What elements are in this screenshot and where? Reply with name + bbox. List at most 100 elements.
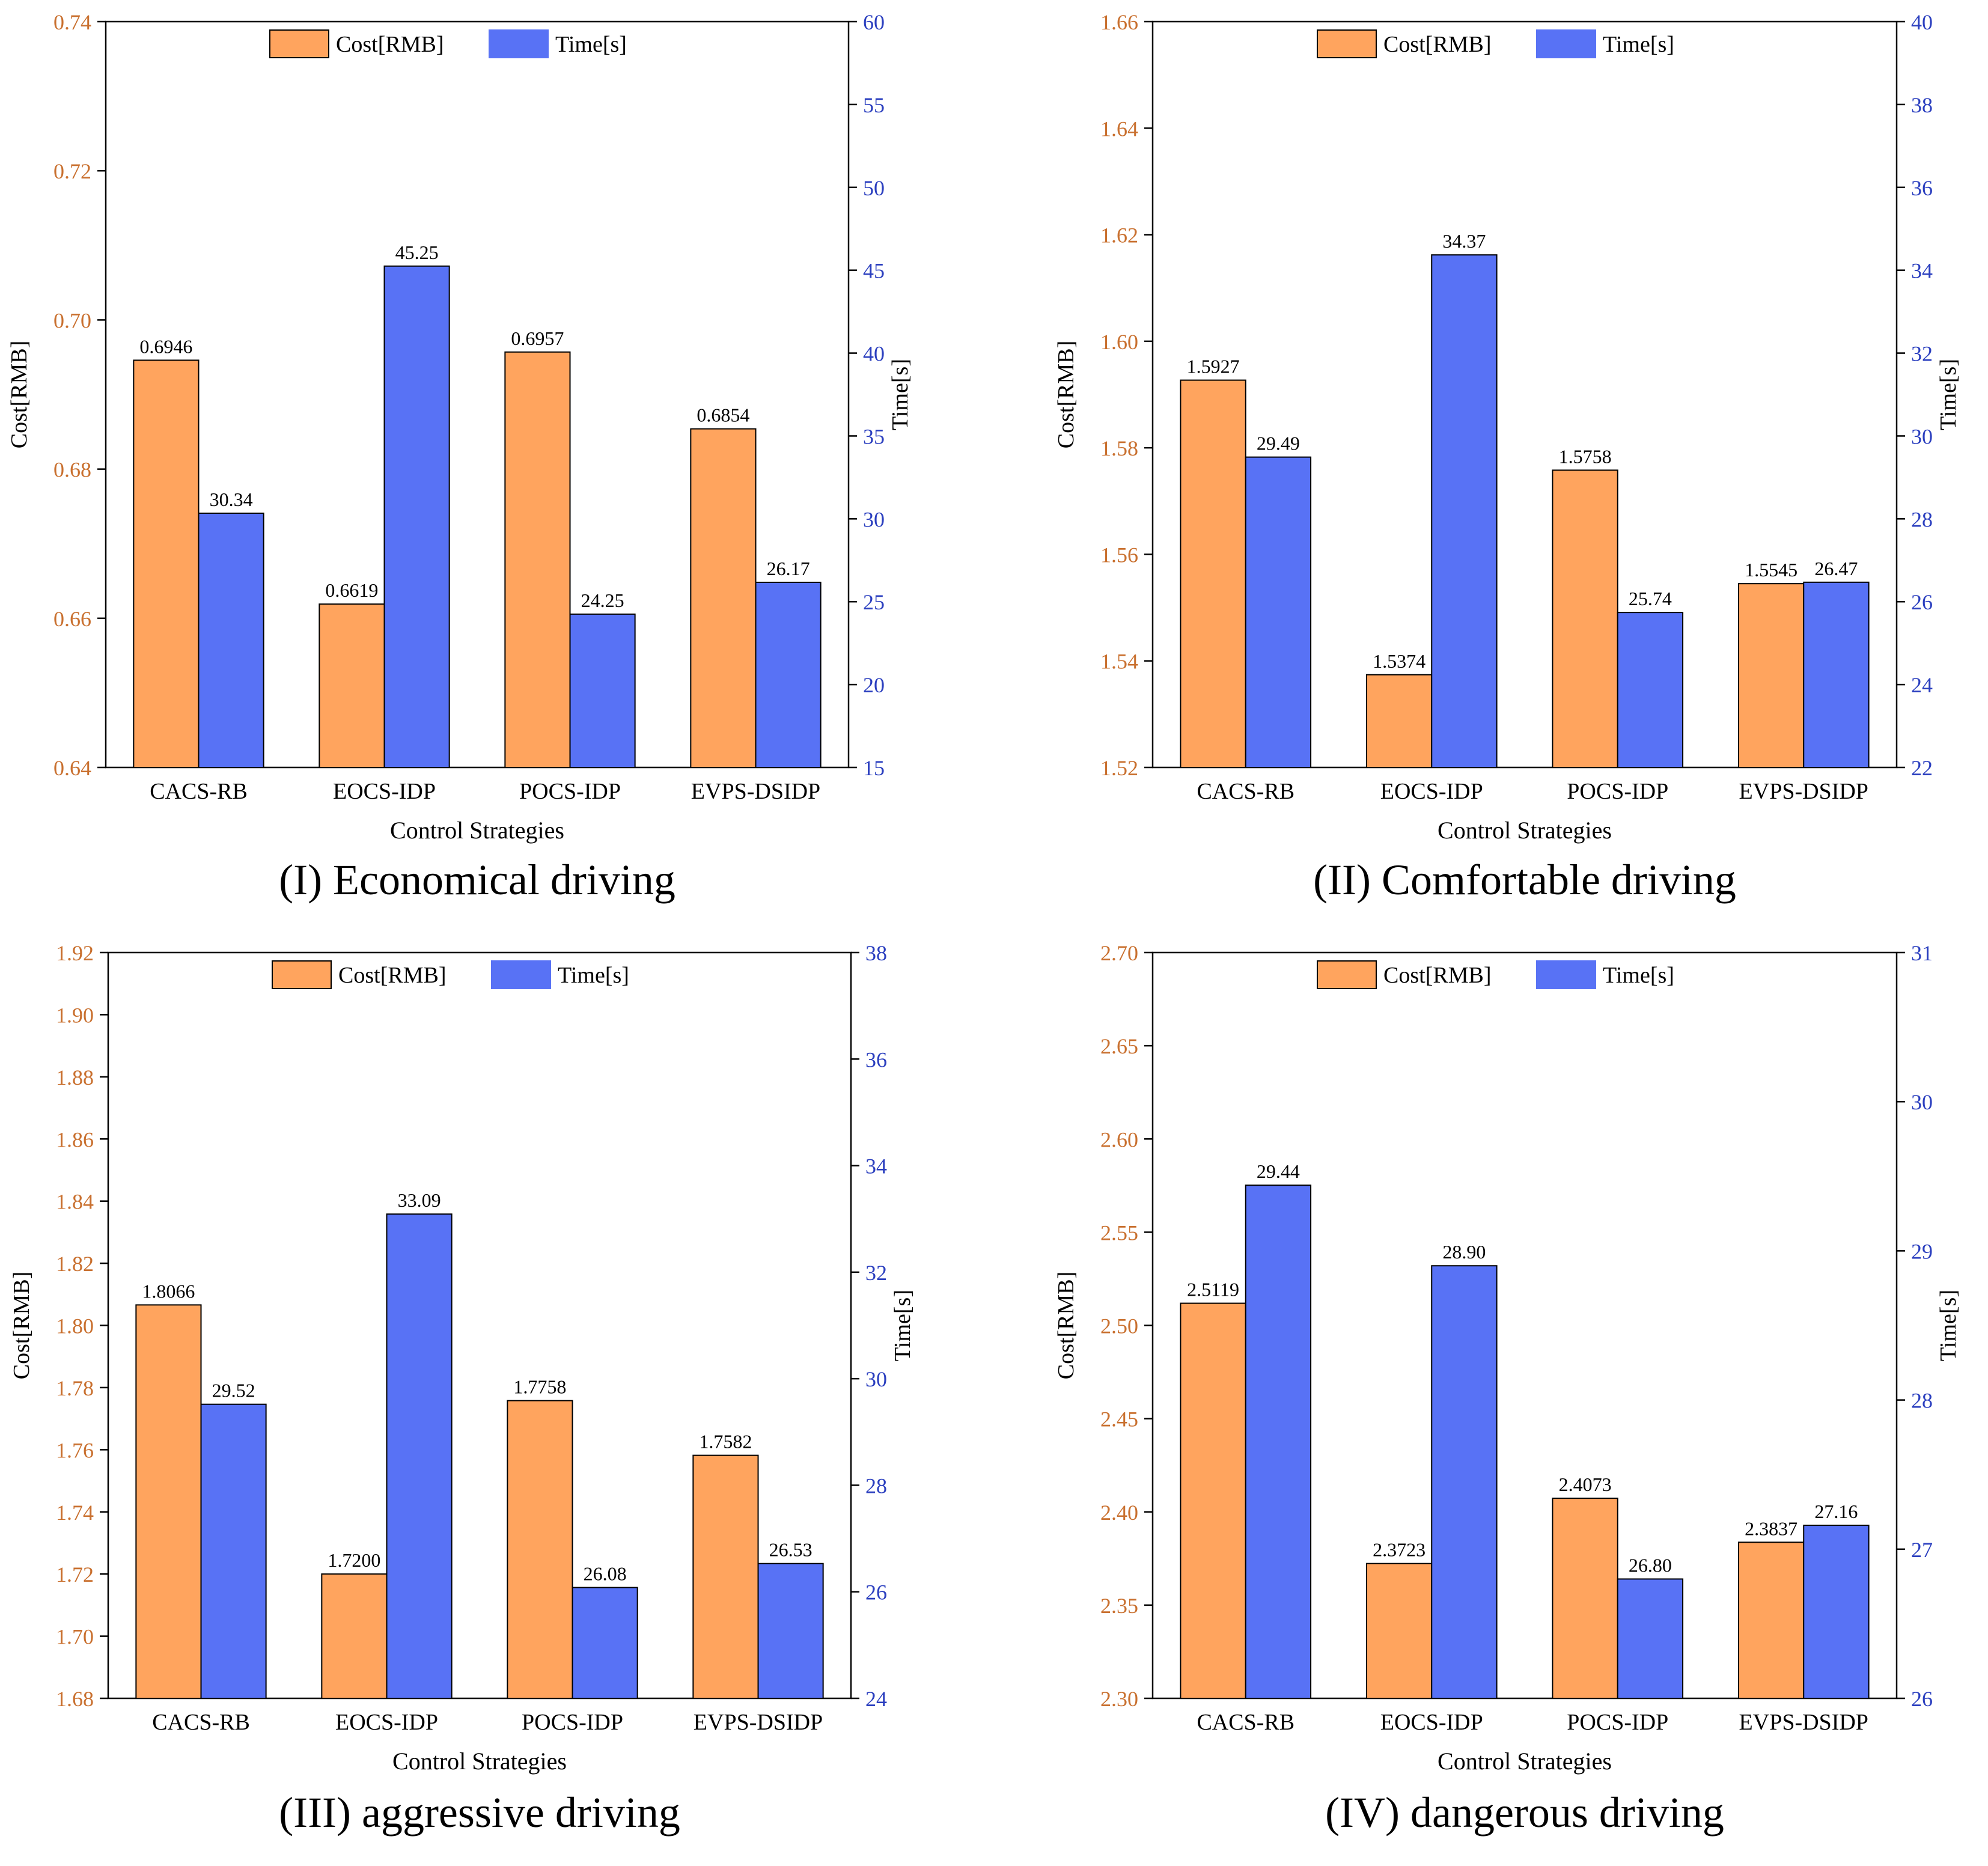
- left-axis-title: Cost[RMB]: [1053, 1272, 1079, 1379]
- data-label-cost: 2.4073: [1559, 1474, 1612, 1495]
- left-axis-tick-label: 1.72: [56, 1563, 94, 1587]
- data-label-cost: 0.6619: [325, 579, 378, 601]
- bar-time-cacs-rb: [198, 512, 264, 769]
- legend-cost-swatch: [1317, 960, 1377, 989]
- right-axis-tick-label: 24: [865, 1687, 887, 1711]
- data-label-time: 27.16: [1814, 1501, 1858, 1522]
- right-axis-title: Time[s]: [1936, 1290, 1961, 1361]
- data-label-cost: 1.8066: [142, 1280, 195, 1302]
- bar-cost-cacs-rb: [1180, 1302, 1246, 1700]
- data-label-cost: 1.5545: [1745, 559, 1797, 581]
- left-axis-tick-label: 1.60: [1100, 330, 1138, 354]
- left-axis-tick-label: 0.64: [53, 756, 91, 780]
- data-label-time: 26.08: [584, 1563, 627, 1585]
- left-axis-tick-label: 2.35: [1100, 1594, 1138, 1618]
- data-label-time: 30.34: [210, 489, 253, 510]
- bar-time-evps-dsidp: [757, 1563, 824, 1700]
- panel-caption: (IV) dangerous driving: [1325, 1788, 1724, 1837]
- left-axis-tick-label: 2.40: [1100, 1501, 1138, 1525]
- right-axis-tick-label: 34: [1911, 259, 1933, 283]
- legend-cost-swatch: [272, 960, 332, 989]
- right-axis-tick-label: 24: [1911, 673, 1933, 697]
- data-label-time: 25.74: [1629, 588, 1672, 609]
- bar-time-pocs-idp: [1617, 1578, 1684, 1699]
- chart-panel-2: 1.52 1.54 1.56 1.58 1.60 1.62 1.64 1.66 22 24 26 28…: [1053, 10, 1961, 904]
- data-label-time: 29.49: [1257, 433, 1300, 454]
- right-axis-tick-label: 26: [865, 1581, 887, 1605]
- right-axis-tick-label: 29: [1911, 1239, 1933, 1263]
- bar-time-eocs-idp: [1431, 1265, 1498, 1699]
- left-axis-tick-label: 0.66: [53, 607, 91, 631]
- left-axis-tick-label: 1.74: [56, 1501, 94, 1525]
- bar-cost-eocs-idp: [1365, 674, 1433, 769]
- left-axis-tick-label: 0.70: [53, 308, 91, 332]
- left-axis-tick-label: 1.76: [56, 1438, 94, 1462]
- right-axis-title: Time[s]: [890, 1290, 915, 1361]
- legend-cost-label: Cost[RMB]: [1383, 32, 1491, 57]
- left-axis-tick-label: 0.74: [53, 10, 91, 34]
- right-axis-tick-label: 60: [863, 10, 885, 34]
- right-axis-tick-label: 25: [863, 590, 885, 614]
- left-axis-tick-label: 2.45: [1100, 1407, 1138, 1432]
- x-tick-label: EVPS-DSIDP: [1739, 779, 1868, 804]
- left-axis-title: Cost[RMB]: [9, 1272, 34, 1379]
- data-label-time: 24.25: [581, 590, 624, 611]
- legend-time-label: Time[s]: [1603, 963, 1674, 988]
- legend-cost-swatch: [269, 29, 329, 58]
- data-label-cost: 1.7758: [513, 1376, 566, 1398]
- right-axis-tick-label: 34: [865, 1154, 887, 1178]
- left-axis-tick-label: 1.64: [1100, 117, 1138, 141]
- left-axis-tick-label: 2.50: [1100, 1314, 1138, 1338]
- right-axis-tick-label: 15: [863, 756, 885, 780]
- bar-time-eocs-idp: [383, 265, 450, 768]
- legend-time-swatch: [489, 29, 549, 58]
- legend-time-swatch: [1536, 29, 1596, 58]
- right-axis-tick-label: 30: [1911, 424, 1933, 448]
- data-label-time: 29.44: [1257, 1160, 1300, 1182]
- plot-frame: [1151, 20, 1898, 769]
- data-label-time: 26.53: [769, 1539, 813, 1561]
- bar-time-cacs-rb: [1245, 456, 1312, 768]
- x-tick-label: CACS-RB: [150, 779, 248, 804]
- right-axis-tick-label: 30: [863, 507, 885, 531]
- legend-time-label: Time[s]: [558, 963, 629, 988]
- legend-cost-swatch: [1317, 29, 1377, 58]
- left-axis-tick-label: 1.88: [56, 1066, 94, 1090]
- bar-cost-pocs-idp: [1552, 1498, 1618, 1700]
- data-label-cost: 0.6946: [139, 335, 192, 357]
- right-axis-tick-label: 31: [1911, 941, 1933, 965]
- left-axis-tick-label: 1.58: [1100, 436, 1138, 460]
- x-tick-label: EOCS-IDP: [333, 779, 436, 804]
- x-tick-label: EVPS-DSIDP: [1739, 1710, 1868, 1735]
- bar-cost-evps-dsidp: [1737, 583, 1805, 768]
- data-label-time: 26.80: [1629, 1554, 1672, 1576]
- data-label-time: 28.90: [1442, 1241, 1486, 1263]
- bar-time-evps-dsidp: [1803, 1525, 1870, 1699]
- left-axis-tick-label: 2.70: [1100, 941, 1138, 965]
- chart-panel-3: 1.68 1.70 1.72 1.74 1.76 1.78 1.80 1.82 1.84 1.86…: [9, 941, 915, 1837]
- x-tick-label: EVPS-DSIDP: [691, 779, 820, 804]
- right-axis-tick-label: 20: [863, 673, 885, 697]
- right-axis-tick-label: 28: [1911, 1389, 1933, 1413]
- x-tick-label: CACS-RB: [1197, 1710, 1294, 1735]
- data-label-time: 34.37: [1442, 230, 1486, 252]
- panel-caption: (II) Comfortable driving: [1313, 856, 1736, 904]
- panel-caption: (III) aggressive driving: [279, 1788, 680, 1837]
- left-axis-tick-label: 0.72: [53, 159, 91, 183]
- left-axis-tick-label: 1.82: [56, 1252, 94, 1276]
- right-axis-tick-label: 40: [1911, 10, 1933, 34]
- left-axis-tick-label: 1.52: [1100, 756, 1138, 780]
- data-label-cost: 2.5119: [1187, 1279, 1239, 1300]
- data-label-cost: 1.5758: [1559, 445, 1612, 467]
- bar-cost-cacs-rb: [133, 359, 200, 768]
- bar-time-cacs-rb: [1245, 1185, 1312, 1699]
- x-tick-label: EOCS-IDP: [1380, 779, 1483, 804]
- legend-cost-label: Cost[RMB]: [338, 963, 446, 988]
- right-axis-tick-label: 55: [863, 93, 885, 117]
- data-label-cost: 0.6854: [697, 404, 749, 426]
- x-tick-label: POCS-IDP: [1567, 779, 1668, 804]
- data-label-time: 26.47: [1814, 558, 1858, 579]
- x-tick-label: EVPS-DSIDP: [694, 1710, 823, 1735]
- data-label-cost: 1.7582: [699, 1431, 752, 1453]
- left-axis-tick-label: 1.86: [56, 1127, 94, 1151]
